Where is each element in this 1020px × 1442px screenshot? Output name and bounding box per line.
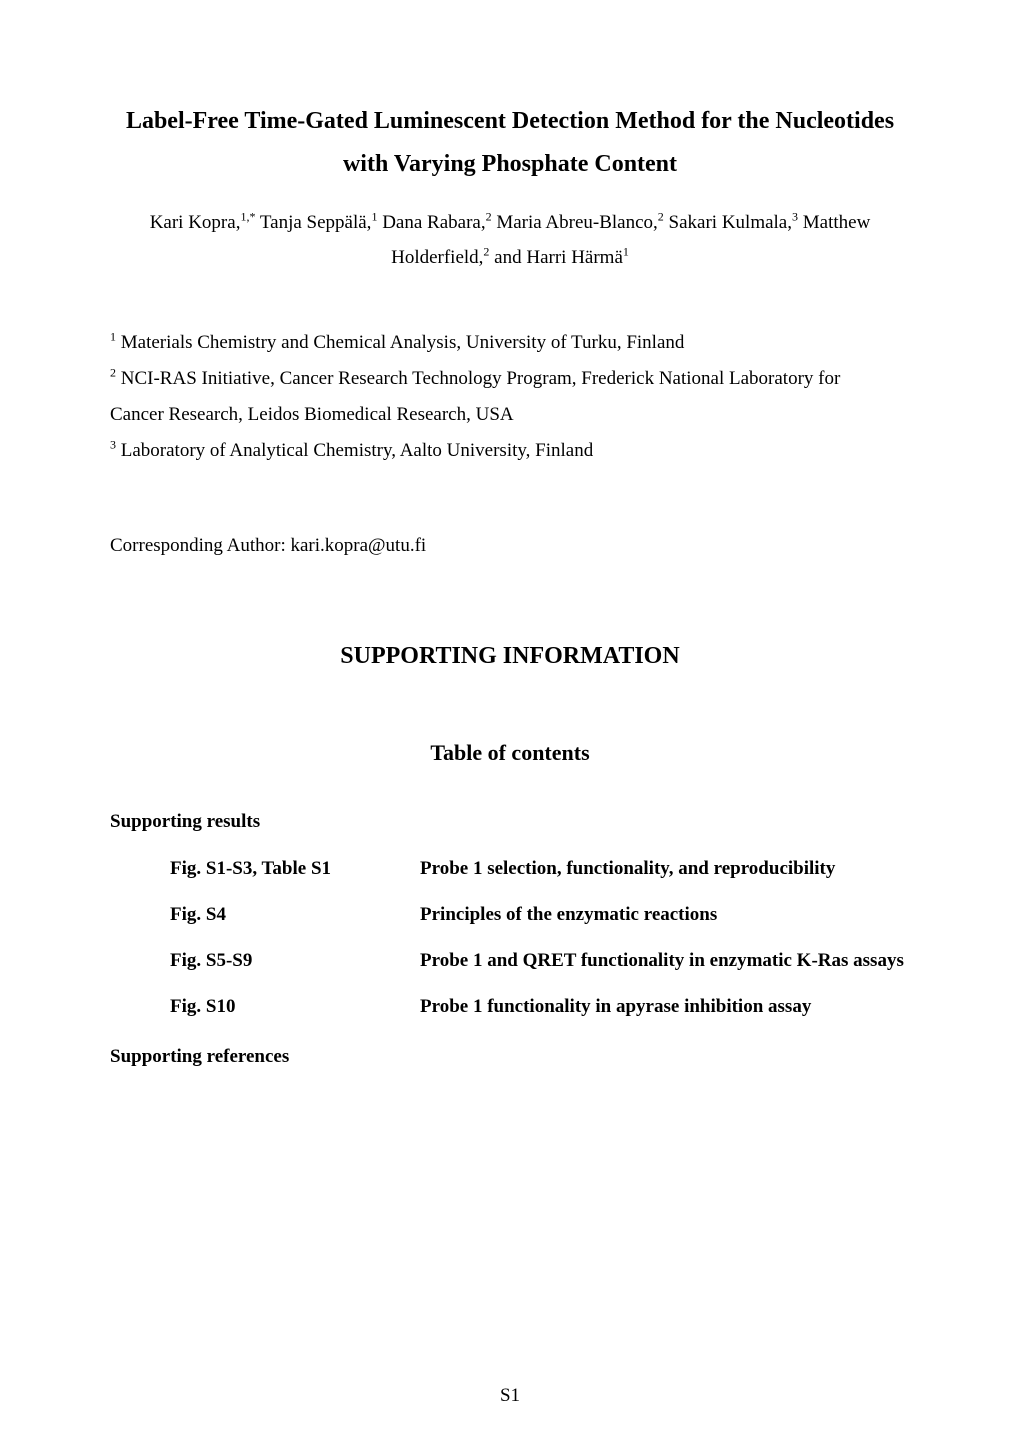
aff-text: Cancer Research, Leidos Biomedical Resea… [110, 404, 514, 425]
affiliation-2-cont: Cancer Research, Leidos Biomedical Resea… [110, 397, 910, 433]
supporting-results-heading: Supporting results [110, 811, 910, 833]
aff-text: Materials Chemistry and Chemical Analysi… [116, 332, 684, 353]
document-title: Label-Free Time-Gated Luminescent Detect… [110, 100, 910, 186]
toc-row: Fig. S1-S3, Table S1 Probe 1 selection, … [170, 858, 910, 880]
toc-desc: Probe 1 and QRET functionality in enzyma… [420, 950, 904, 972]
author-sup: 1,* [240, 210, 255, 224]
toc-table: Fig. S1-S3, Table S1 Probe 1 selection, … [170, 858, 910, 1018]
corresponding-author: Corresponding Author: kari.kopra@utu.fi [110, 529, 910, 563]
author-text: Kari Kopra, [150, 212, 241, 233]
affiliation-1: 1 Materials Chemistry and Chemical Analy… [110, 325, 910, 361]
supporting-references-heading: Supporting references [110, 1046, 910, 1068]
toc-row: Fig. S4 Principles of the enzymatic reac… [170, 904, 910, 926]
toc-label: Fig. S5-S9 [170, 950, 420, 972]
supporting-information-heading: SUPPORTING INFORMATION [110, 643, 910, 670]
title-line-1: Label-Free Time-Gated Luminescent Detect… [126, 108, 894, 134]
toc-row: Fig. S10 Probe 1 functionality in apyras… [170, 996, 910, 1018]
aff-text: NCI-RAS Initiative, Cancer Research Tech… [116, 368, 840, 389]
affiliation-2: 2 NCI-RAS Initiative, Cancer Research Te… [110, 361, 910, 397]
toc-desc: Probe 1 functionality in apyrase inhibit… [420, 996, 811, 1018]
toc-label: Fig. S4 [170, 904, 420, 926]
author-text: and Harri Härmä [489, 247, 622, 268]
toc-desc: Principles of the enzymatic reactions [420, 904, 717, 926]
author-text: Tanja Seppälä, [255, 212, 371, 233]
affiliation-3: 3 Laboratory of Analytical Chemistry, Aa… [110, 433, 910, 469]
author-text: Maria Abreu-Blanco, [492, 212, 658, 233]
aff-text: Laboratory of Analytical Chemistry, Aalt… [116, 440, 593, 461]
toc-label: Fig. S1-S3, Table S1 [170, 858, 420, 880]
affiliations-block: 1 Materials Chemistry and Chemical Analy… [110, 325, 910, 469]
author-text: Holderfield, [391, 247, 483, 268]
table-of-contents-heading: Table of contents [110, 740, 910, 766]
authors-block: Kari Kopra,1,* Tanja Seppälä, 1 Dana Raba… [110, 206, 910, 274]
title-line-2: with Varying Phosphate Content [343, 151, 677, 177]
page-number: S1 [0, 1385, 1020, 1407]
author-text: Sakari Kulmala, [664, 212, 792, 233]
author-text: Matthew [798, 212, 870, 233]
toc-desc: Probe 1 selection, functionality, and re… [420, 858, 835, 880]
author-text: Dana Rabara, [377, 212, 485, 233]
toc-row: Fig. S5-S9 Probe 1 and QRET functionalit… [170, 950, 910, 972]
toc-label: Fig. S10 [170, 996, 420, 1018]
author-sup: 1 [623, 244, 629, 258]
